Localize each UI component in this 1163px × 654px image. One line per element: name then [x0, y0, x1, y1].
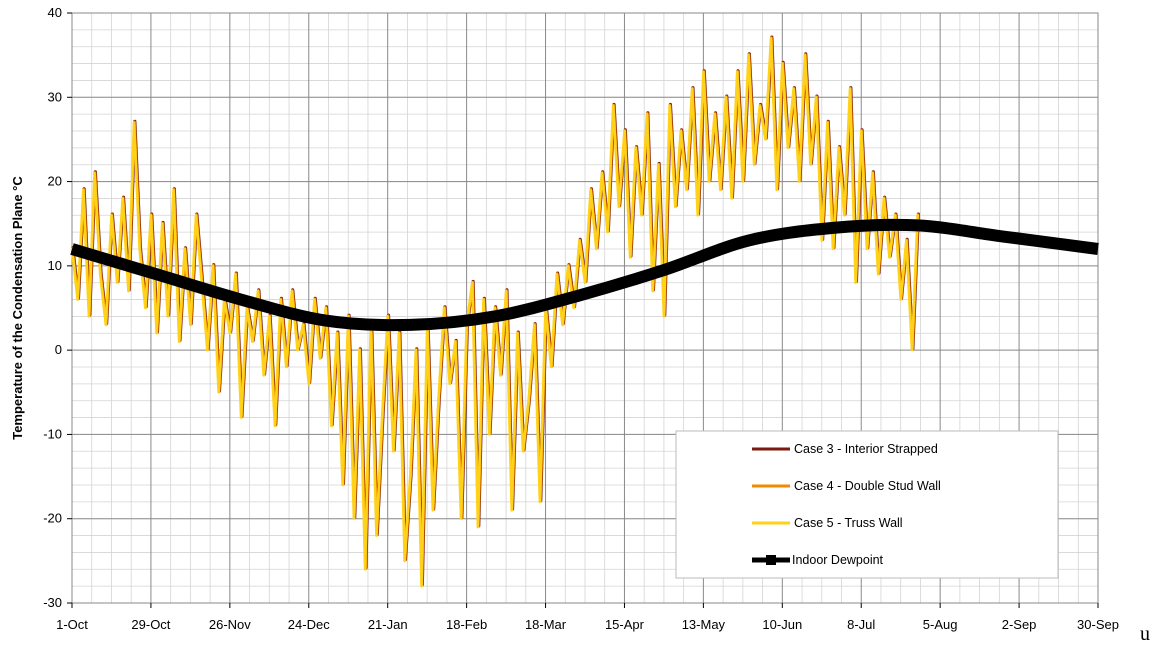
- x-tick-label: 13-May: [682, 617, 726, 632]
- y-tick-label: -20: [43, 511, 62, 526]
- legend-label: Case 5 - Truss Wall: [794, 516, 903, 530]
- x-axis-ticks: 1-Oct 29-Oct 26-Nov 24-Dec 21-Jan 18-Feb 18-Ma…: [56, 603, 1119, 632]
- legend-label: Case 3 - Interior Strapped: [794, 442, 938, 456]
- y-axis-title: Temperature of the Condensation Plane °C: [10, 176, 25, 440]
- y-tick-label: -10: [43, 426, 62, 441]
- x-tick-label: 24-Dec: [288, 617, 330, 632]
- x-tick-label: 5-Aug: [923, 617, 958, 632]
- x-tick-label: 26-Nov: [209, 617, 251, 632]
- x-tick-label: 21-Jan: [368, 617, 408, 632]
- x-tick-label: 29-Oct: [131, 617, 170, 632]
- y-tick-label: 0: [55, 342, 62, 357]
- legend: Case 3 - Interior Strapped Case 4 - Doubl…: [675, 430, 1059, 579]
- series-layer: [70, 35, 1099, 588]
- x-tick-label: 30-Sep: [1077, 617, 1119, 632]
- x-tick-label: 2-Sep: [1002, 617, 1037, 632]
- y-tick-label: 30: [48, 89, 62, 104]
- x-tick-label: 10-Jun: [762, 617, 802, 632]
- legend-label: Case 4 - Double Stud Wall: [794, 479, 941, 493]
- y-tick-label: 10: [48, 258, 62, 273]
- legend-label: Indoor Dewpoint: [792, 553, 884, 567]
- x-tick-label: 18-Feb: [446, 617, 487, 632]
- y-axis-ticks: 40 30 20 10 0 -10 -20 -30: [43, 5, 72, 610]
- legend-marker: [766, 555, 776, 565]
- x-tick-label: 18-Mar: [525, 617, 567, 632]
- plot-area-border: [71, 12, 1099, 604]
- y-tick-label: 20: [48, 174, 62, 189]
- x-tick-label: 15-Apr: [605, 617, 645, 632]
- series-line-case-5: [70, 36, 919, 588]
- legend-box: [675, 430, 1059, 579]
- x-tick-label: 1-Oct: [56, 617, 88, 632]
- y-tick-label: 40: [48, 5, 62, 20]
- corner-mark: u: [1140, 623, 1150, 645]
- x-tick-label: 8-Jul: [847, 617, 875, 632]
- y-tick-label: -30: [43, 595, 62, 610]
- series-line-indoor-dewpoint: [70, 218, 1099, 332]
